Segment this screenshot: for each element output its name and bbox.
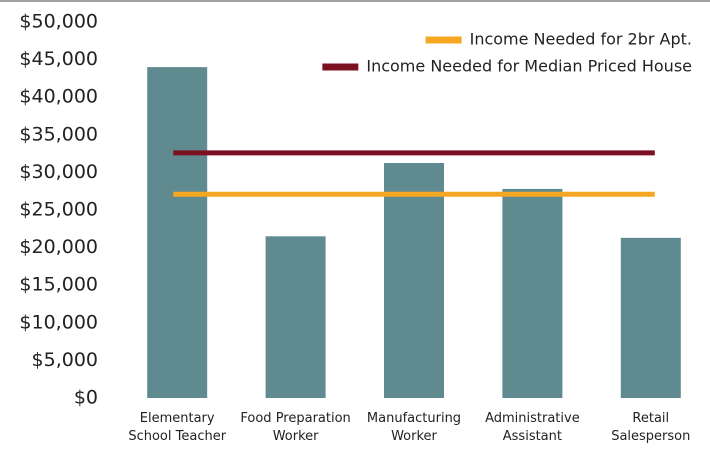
bar (384, 163, 444, 398)
x-tick-label: Manufacturing Worker (366, 411, 462, 444)
bar (265, 236, 326, 398)
bar (502, 188, 563, 398)
y-tick-label: $15,000 (19, 274, 98, 296)
y-tick-label: $25,000 (19, 199, 98, 221)
x-tick-label: Administrative Assistant (485, 411, 580, 444)
y-tick-label: $0 (74, 387, 98, 409)
y-tick-label: $5,000 (32, 349, 98, 371)
y-tick-label: $40,000 (19, 86, 98, 108)
y-tick-label: $20,000 (19, 236, 98, 258)
bar (147, 67, 208, 399)
x-tick-label: Food Preparation Worker (240, 411, 351, 444)
bar (620, 237, 681, 398)
legend-label: Income Needed for Median Priced House (366, 57, 692, 76)
y-tick-label: $35,000 (19, 123, 98, 145)
y-tick-label: $45,000 (19, 48, 98, 70)
legend-label: Income Needed for 2br Apt. (470, 30, 692, 49)
y-tick-label: $30,000 (19, 161, 98, 183)
y-tick-label: $50,000 (19, 11, 98, 33)
y-tick-label: $10,000 (19, 311, 98, 333)
x-tick-label: Retail Salesperson (611, 411, 691, 444)
x-tick-label: Elementary School Teacher (128, 411, 227, 444)
